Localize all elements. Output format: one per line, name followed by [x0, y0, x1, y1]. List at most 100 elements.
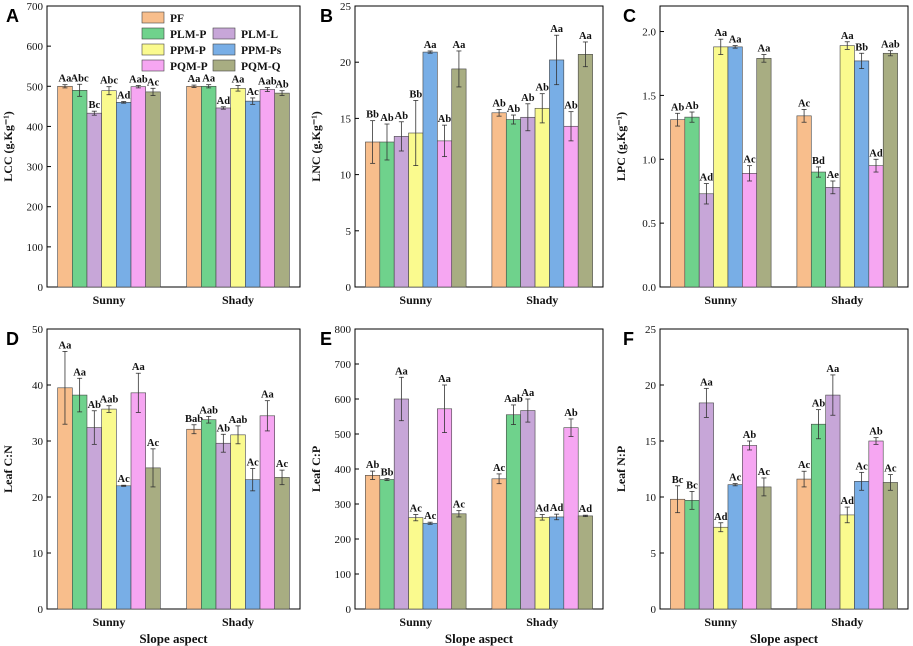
bar: [796, 115, 812, 288]
significance-label: Aa: [59, 74, 73, 85]
significance-label: Aab: [881, 40, 900, 51]
significance-label: Aa: [132, 362, 146, 373]
bar: [245, 100, 261, 288]
bar: [72, 90, 88, 288]
bar: [868, 440, 884, 610]
y-tick-label: 200: [27, 202, 44, 214]
significance-label: Ab: [812, 399, 826, 410]
legend-label: PQM-P: [170, 61, 208, 73]
x-tick-label: Shady: [222, 615, 254, 629]
significance-label: Aa: [521, 388, 535, 399]
y-tick-label: 20: [32, 492, 44, 504]
y-tick-label: 20: [645, 380, 657, 392]
bar: [810, 171, 826, 288]
bar: [116, 485, 132, 610]
bar: [86, 112, 102, 288]
significance-label: Ac: [247, 457, 260, 468]
bar: [259, 415, 276, 610]
panel-c: C 0.0 0.5 1.0 1.5 2.0 LPC (g.Kg⁻¹) Sunny Ab Ab Ad A…: [614, 5, 909, 307]
y-tick-label: 700: [27, 1, 44, 13]
significance-label: Ab: [395, 111, 409, 122]
significance-label: Ab: [671, 102, 685, 113]
significance-label: Ac: [410, 504, 423, 515]
bar: [130, 86, 146, 288]
y-tick-label: 100: [27, 242, 44, 254]
significance-label: Bb: [855, 42, 868, 53]
y-tick-label: 25: [645, 324, 657, 336]
panel-letter: A: [6, 6, 19, 26]
bar: [145, 467, 161, 610]
significance-label: Aa: [73, 367, 87, 378]
bar: [130, 392, 146, 610]
panel-letter: F: [623, 329, 634, 349]
bar: [534, 107, 550, 288]
y-tick-label: 10: [32, 548, 44, 560]
bar: [563, 427, 579, 610]
significance-label: Abc: [100, 76, 118, 87]
bar: [756, 58, 772, 288]
bar: [491, 112, 507, 288]
y-tick-label: 500: [27, 81, 44, 93]
bar: [57, 85, 73, 288]
bar: [839, 45, 855, 288]
significance-label: Ac: [247, 87, 260, 98]
bar: [868, 165, 884, 288]
bar: [825, 394, 841, 610]
x-axis-label: Slope aspect: [445, 631, 514, 646]
x-tick-label: Sunny: [93, 293, 126, 307]
significance-label: Abc: [71, 73, 89, 84]
significance-label: Ad: [536, 504, 550, 515]
significance-label: Aa: [424, 40, 438, 51]
y-tick-label: 0.5: [642, 218, 656, 230]
y-axis-label: Leaf N:P: [614, 446, 628, 492]
bar: [201, 419, 217, 610]
significance-label: Ac: [424, 511, 437, 522]
legend-label: PLM-L: [241, 29, 278, 41]
bar: [393, 398, 409, 610]
y-tick-label: 400: [27, 121, 44, 133]
significance-label: Bc: [686, 480, 698, 491]
significance-label: Ac: [884, 464, 897, 475]
bar: [451, 68, 467, 288]
x-tick-label: Sunny: [399, 615, 432, 629]
y-tick-label: 0.0: [642, 282, 656, 294]
bar: [101, 408, 117, 610]
bar: [549, 516, 565, 610]
y-tick-label: 600: [335, 394, 352, 406]
significance-label: Aab: [199, 405, 218, 416]
bar: [259, 89, 276, 288]
significance-label: Bb: [409, 89, 422, 100]
y-axis-label: Leaf C:P: [309, 446, 323, 492]
significance-label: Ac: [798, 98, 811, 109]
x-axis-label: Slope aspect: [750, 631, 819, 646]
bar: [742, 445, 758, 610]
legend-swatch: [141, 59, 165, 72]
significance-label: Ad: [550, 503, 564, 514]
axes-frame: [659, 5, 909, 288]
bar: [577, 515, 593, 610]
y-tick-label: 10: [340, 170, 352, 182]
significance-label: Aa: [188, 74, 202, 85]
significance-label: Aa: [232, 74, 246, 85]
x-tick-label: Sunny: [704, 293, 737, 307]
significance-label: Ab: [366, 460, 380, 471]
bar: [810, 423, 826, 610]
significance-label: Ad: [700, 173, 714, 184]
significance-label: Aab: [100, 395, 119, 406]
y-tick-label: 1.0: [642, 154, 656, 166]
x-tick-label: Shady: [526, 293, 558, 307]
bar: [274, 477, 290, 610]
significance-label: Aab: [504, 394, 523, 405]
significance-label: Bb: [366, 110, 379, 121]
bar: [505, 119, 521, 288]
x-tick-label: Sunny: [399, 293, 432, 307]
y-axis-label: LPC (g.Kg⁻¹): [614, 112, 628, 181]
panel-e: E 0 100 200 300 400 500 600 700 800 Leaf C:P Sunny A…: [309, 324, 604, 646]
significance-label: Aa: [714, 28, 728, 39]
y-tick-label: 0: [651, 604, 657, 616]
significance-label: Ad: [869, 148, 883, 159]
significance-label: Ac: [493, 463, 506, 474]
significance-label: Ac: [758, 467, 771, 478]
